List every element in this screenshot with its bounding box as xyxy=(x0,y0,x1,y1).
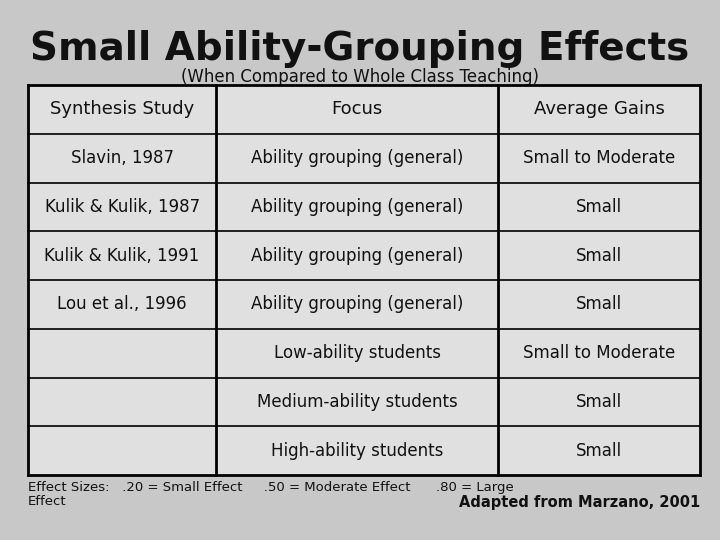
Text: Lou et al., 1996: Lou et al., 1996 xyxy=(58,295,187,313)
Text: Small to Moderate: Small to Moderate xyxy=(523,149,675,167)
Text: Ability grouping (general): Ability grouping (general) xyxy=(251,149,464,167)
Text: Synthesis Study: Synthesis Study xyxy=(50,100,194,118)
Text: Ability grouping (general): Ability grouping (general) xyxy=(251,247,464,265)
Text: Adapted from Marzano, 2001: Adapted from Marzano, 2001 xyxy=(459,495,700,510)
Text: Small: Small xyxy=(576,295,622,313)
Text: Small: Small xyxy=(576,247,622,265)
Text: Effect Sizes:   .20 = Small Effect     .50 = Moderate Effect      .80 = Large: Effect Sizes: .20 = Small Effect .50 = M… xyxy=(28,481,514,494)
Text: Effect: Effect xyxy=(28,495,67,508)
Text: High-ability students: High-ability students xyxy=(271,442,444,460)
Bar xyxy=(28,85,700,475)
Text: Ability grouping (general): Ability grouping (general) xyxy=(251,295,464,313)
Text: Average Gains: Average Gains xyxy=(534,100,665,118)
Text: Small to Moderate: Small to Moderate xyxy=(523,344,675,362)
Text: Low-ability students: Low-ability students xyxy=(274,344,441,362)
Text: Kulik & Kulik, 1987: Kulik & Kulik, 1987 xyxy=(45,198,199,216)
Text: Focus: Focus xyxy=(332,100,383,118)
Text: Small: Small xyxy=(576,198,622,216)
Text: Ability grouping (general): Ability grouping (general) xyxy=(251,198,464,216)
Text: (When Compared to Whole Class Teaching): (When Compared to Whole Class Teaching) xyxy=(181,68,539,86)
Text: Small Ability-Grouping Effects: Small Ability-Grouping Effects xyxy=(30,30,690,68)
Text: Small: Small xyxy=(576,393,622,411)
Text: Small: Small xyxy=(576,442,622,460)
Text: Medium-ability students: Medium-ability students xyxy=(257,393,458,411)
Text: Slavin, 1987: Slavin, 1987 xyxy=(71,149,174,167)
Text: Kulik & Kulik, 1991: Kulik & Kulik, 1991 xyxy=(45,247,199,265)
